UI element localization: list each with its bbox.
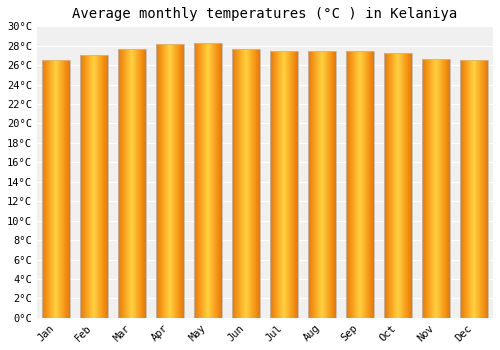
Title: Average monthly temperatures (°C ) in Kelaniya: Average monthly temperatures (°C ) in Ke… <box>72 7 458 21</box>
Bar <box>270 51 297 318</box>
Bar <box>384 54 411 318</box>
Bar <box>308 51 336 318</box>
Bar <box>346 51 374 318</box>
Bar <box>460 60 487 318</box>
Bar <box>194 43 222 318</box>
Bar <box>156 44 184 318</box>
Bar <box>232 49 260 318</box>
Bar <box>422 59 450 318</box>
Bar <box>42 60 70 318</box>
Bar <box>118 49 146 318</box>
Bar <box>80 55 108 318</box>
